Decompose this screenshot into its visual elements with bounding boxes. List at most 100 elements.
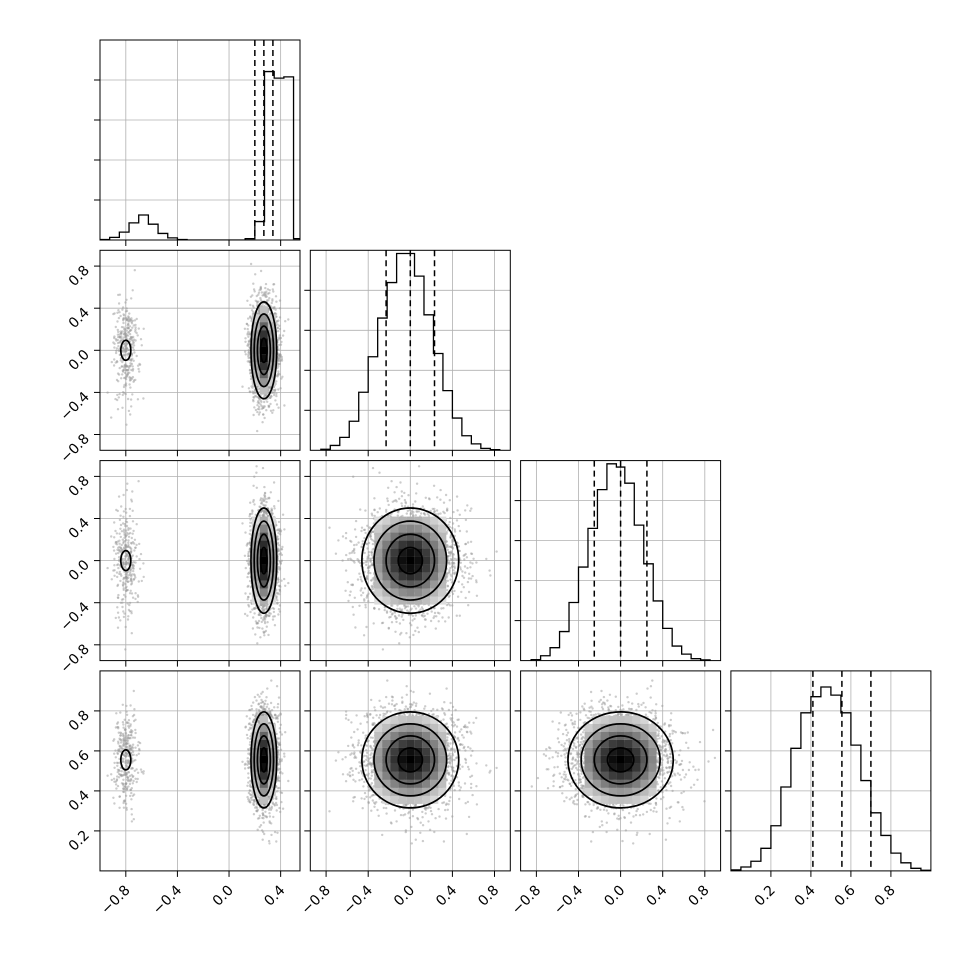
sample-point (110, 360, 114, 364)
sample-point (265, 512, 268, 516)
sample-point (130, 322, 134, 325)
sample-point (129, 413, 132, 416)
sample-point (132, 335, 135, 339)
sample-point (118, 532, 121, 535)
sample-point (129, 589, 132, 592)
sample-point (121, 306, 125, 309)
sample-point (127, 323, 130, 326)
sample-point (128, 325, 132, 328)
sample-point (134, 326, 137, 329)
sample-point (281, 513, 285, 516)
sample-point (262, 413, 265, 416)
sample-point (119, 619, 122, 622)
sample-point (122, 610, 125, 613)
sample-point (276, 323, 279, 326)
sample-point (265, 625, 268, 628)
sample-point (267, 404, 270, 407)
sample-point (116, 408, 120, 411)
sample-point (118, 572, 121, 576)
sample-point (271, 618, 275, 621)
sample-point (277, 580, 280, 584)
sample-point (278, 334, 281, 337)
density-contour-secondary (119, 339, 132, 362)
sample-point (281, 375, 284, 378)
sample-point (256, 642, 259, 645)
sample-point (113, 521, 116, 524)
sample-point (244, 337, 247, 340)
sample-point (259, 269, 263, 273)
sample-point (276, 375, 279, 378)
sample-point (117, 396, 121, 399)
sample-point (125, 326, 129, 330)
sample-point (124, 595, 127, 598)
sample-point (263, 400, 266, 404)
density-cell (259, 362, 268, 371)
sample-point (139, 338, 143, 341)
sample-point (134, 592, 137, 595)
sample-point (278, 327, 282, 331)
sample-point (121, 360, 124, 364)
sample-point (247, 557, 251, 561)
sample-point (122, 368, 126, 372)
sample-point (249, 377, 253, 381)
sample-point (280, 357, 284, 361)
sample-point (259, 636, 262, 639)
sample-point (275, 300, 278, 303)
sample-point (112, 545, 115, 549)
sample-point (134, 330, 137, 333)
sample-point (264, 617, 267, 621)
sample-point (248, 532, 251, 536)
sample-point (132, 542, 136, 545)
sample-point (116, 548, 119, 551)
sample-point (244, 531, 247, 534)
sample-point (137, 580, 140, 583)
sample-point (277, 363, 280, 366)
y-tick-label: 0.8 (66, 263, 93, 290)
sample-point (278, 307, 282, 310)
sample-point (251, 627, 255, 630)
sample-point (123, 353, 127, 357)
sample-point (275, 394, 278, 398)
density-cell (267, 346, 276, 355)
sample-point (272, 290, 275, 293)
sample-point (117, 302, 121, 305)
sample-point (272, 409, 275, 412)
sample-point (287, 581, 290, 585)
sample-point (127, 352, 131, 355)
sample-point (248, 571, 251, 574)
sample-point (260, 400, 263, 404)
sample-point (252, 607, 256, 610)
sample-point (117, 616, 121, 619)
sample-point (280, 340, 283, 344)
sample-point (124, 310, 128, 313)
sample-point (129, 329, 132, 332)
sample-point (257, 619, 261, 623)
sample-point (131, 289, 134, 292)
sample-point (138, 567, 142, 570)
sample-point (122, 615, 126, 619)
sample-point (131, 596, 135, 599)
sample-point (119, 339, 123, 342)
sample-point (272, 607, 276, 610)
sample-point (125, 307, 128, 310)
sample-point (128, 592, 132, 595)
sample-point (128, 514, 132, 518)
sample-point (274, 399, 277, 402)
sample-point (249, 303, 252, 307)
sample-point (263, 621, 267, 625)
sample-point (263, 485, 266, 489)
sample-point (278, 610, 282, 613)
sample-point (115, 543, 119, 546)
sample-point (265, 409, 268, 412)
sample-point (127, 535, 131, 538)
sample-point (123, 376, 126, 380)
sample-point (274, 295, 278, 298)
sample-point (272, 481, 276, 484)
sample-point (127, 317, 130, 320)
sample-point (265, 290, 268, 293)
sample-point (118, 293, 122, 296)
sample-point (252, 282, 255, 285)
sample-point (130, 354, 133, 357)
sample-point (267, 299, 270, 302)
sample-point (252, 310, 255, 314)
